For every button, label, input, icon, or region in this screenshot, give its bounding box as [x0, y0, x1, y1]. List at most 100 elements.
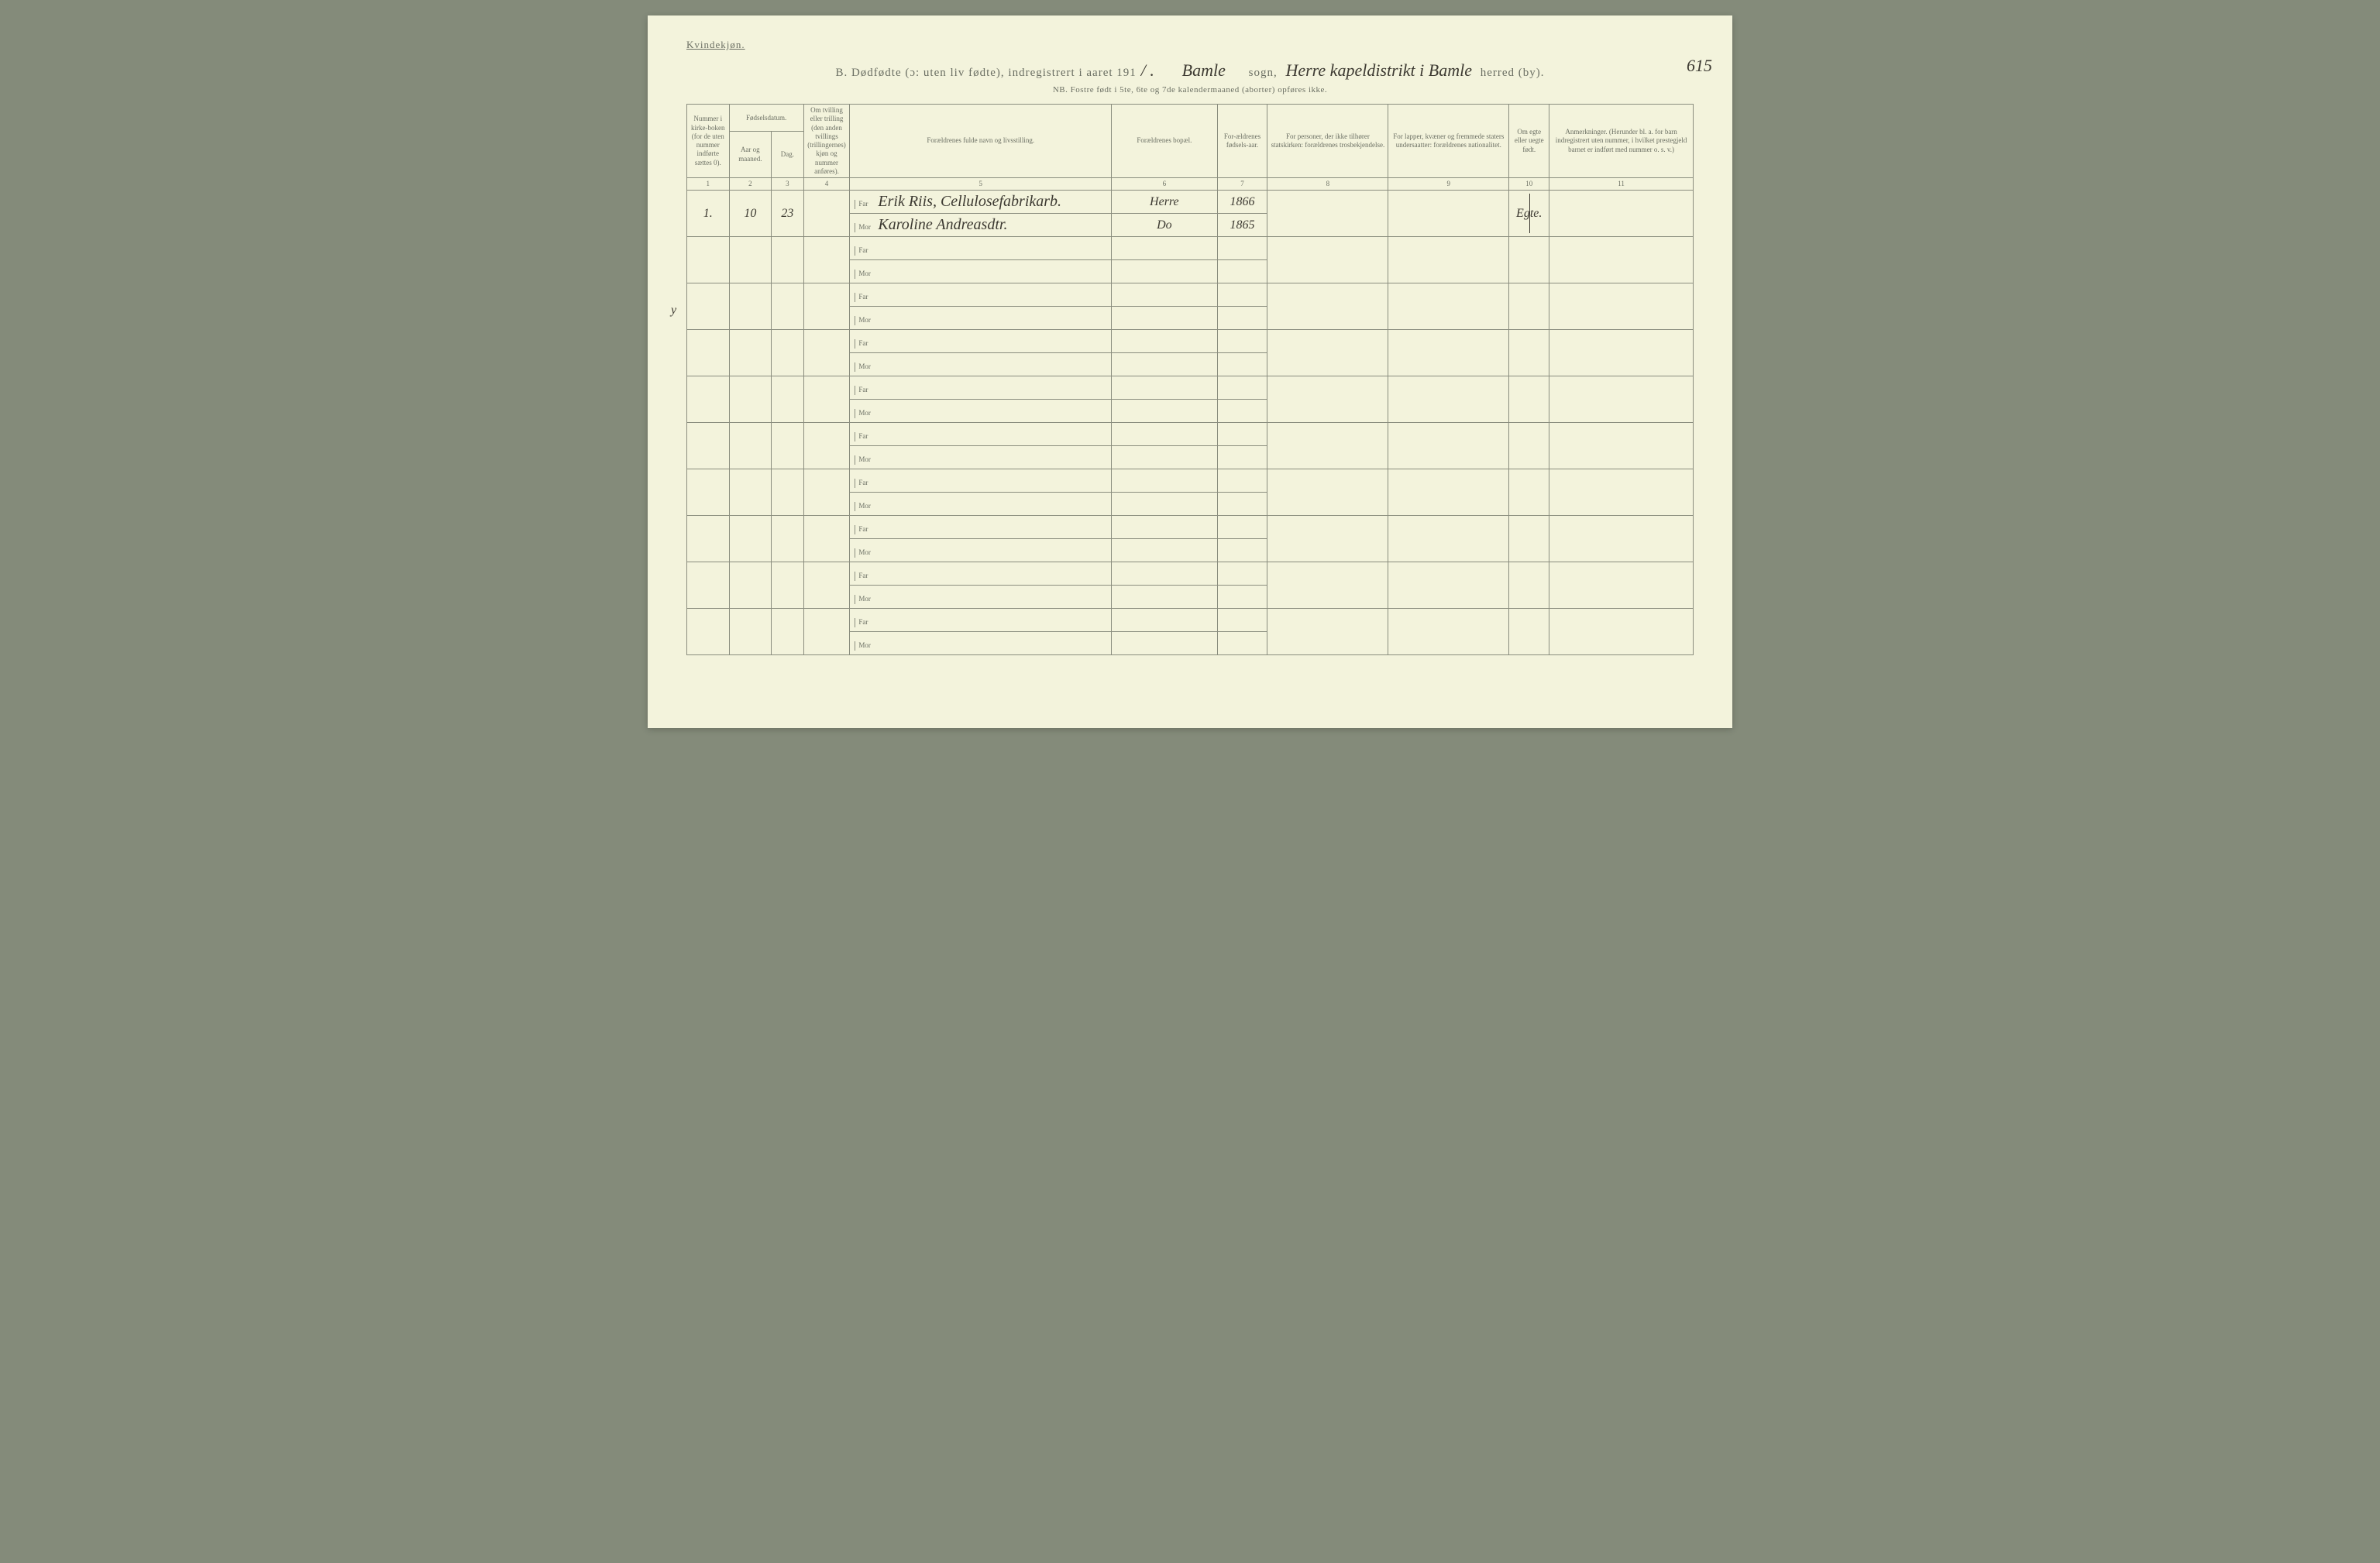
- cell: [1112, 539, 1217, 562]
- table-row: 1.1023FarErik Riis, Cellulosefabrikarb.H…: [687, 191, 1694, 214]
- cell: 10: [729, 191, 772, 237]
- col-header: Fødselsdatum.: [729, 105, 803, 132]
- cell: [687, 562, 730, 609]
- cell: [1112, 307, 1217, 330]
- cell: [803, 191, 850, 237]
- cell: [803, 469, 850, 516]
- cell: [1549, 609, 1694, 655]
- register-page: Kvindekjøn. B. Dødfødte (ɔ: uten liv fød…: [648, 15, 1732, 728]
- cell: [772, 516, 804, 562]
- parent-label: Far: [855, 572, 875, 580]
- cell: [772, 423, 804, 469]
- col-num: 9: [1388, 178, 1509, 191]
- column-number-row: 1 2 3 4 5 6 7 8 9 10 11: [687, 178, 1694, 191]
- cell: [1112, 562, 1217, 586]
- cell: [729, 423, 772, 469]
- parent-label: Mor: [855, 270, 875, 278]
- cell: [729, 376, 772, 423]
- cell: [1267, 330, 1388, 376]
- cell: [1217, 330, 1267, 353]
- cell: [1549, 330, 1694, 376]
- parent-name: Karoline Andreasdtr.: [878, 216, 1007, 233]
- parent-cell: Mor: [850, 446, 1112, 469]
- cell: [803, 423, 850, 469]
- cell: [1217, 469, 1267, 493]
- cell: [1267, 237, 1388, 283]
- gender-heading: Kvindekjøn.: [686, 39, 1694, 51]
- col-header: For lapper, kvæner og fremmede staters u…: [1388, 105, 1509, 178]
- cell: [1509, 562, 1549, 609]
- cell: [1388, 562, 1509, 609]
- cell: [803, 283, 850, 330]
- cell: [1217, 446, 1267, 469]
- col-header: Aar og maaned.: [729, 132, 772, 178]
- table-row: Far: [687, 283, 1694, 307]
- cell: Egte.: [1509, 191, 1549, 237]
- cell: [1388, 237, 1509, 283]
- parent-name: Erik Riis, Cellulosefabrikarb.: [878, 193, 1061, 210]
- parent-cell: Far: [850, 283, 1112, 307]
- cell: [729, 283, 772, 330]
- cell: [1217, 283, 1267, 307]
- col-num: 8: [1267, 178, 1388, 191]
- cell: Herre: [1112, 191, 1217, 214]
- cell: [687, 609, 730, 655]
- cell: [1112, 493, 1217, 516]
- cell: [729, 516, 772, 562]
- cell: [1112, 632, 1217, 655]
- col-header: Nummer i kirke-boken (for de uten nummer…: [687, 105, 730, 178]
- cell: [803, 609, 850, 655]
- cell: [1112, 330, 1217, 353]
- cell: [1112, 516, 1217, 539]
- parent-label: Mor: [855, 362, 875, 371]
- cell: [1112, 469, 1217, 493]
- cell: [1267, 376, 1388, 423]
- cell: [729, 562, 772, 609]
- cell: [1217, 307, 1267, 330]
- parent-label: Mor: [855, 223, 875, 232]
- parent-cell: Far: [850, 330, 1112, 353]
- cell: [1267, 609, 1388, 655]
- col-header: Om tvilling eller trilling (den anden tv…: [803, 105, 850, 178]
- parent-cell: Mor: [850, 493, 1112, 516]
- table-row: Far: [687, 562, 1694, 586]
- table-head: Nummer i kirke-boken (for de uten nummer…: [687, 105, 1694, 191]
- cell: [1267, 423, 1388, 469]
- cell: [1549, 376, 1694, 423]
- cell: [729, 330, 772, 376]
- col-num: 11: [1549, 178, 1694, 191]
- cell: 1.: [687, 191, 730, 237]
- col-header: Dag.: [772, 132, 804, 178]
- cell: [1112, 609, 1217, 632]
- table-body: 1.1023FarErik Riis, Cellulosefabrikarb.H…: [687, 191, 1694, 655]
- parent-cell: Mor: [850, 539, 1112, 562]
- page-number-hand: 615: [1682, 56, 1717, 76]
- table-row: Far: [687, 330, 1694, 353]
- col-header: Forældrenes fulde navn og livsstilling.: [850, 105, 1112, 178]
- cell: [803, 516, 850, 562]
- col-header: Om egte eller uegte født.: [1509, 105, 1549, 178]
- cell: 1865: [1217, 214, 1267, 237]
- cell: [687, 283, 730, 330]
- cell: [1549, 237, 1694, 283]
- cell: [803, 376, 850, 423]
- cell: [803, 237, 850, 283]
- cell: [1509, 423, 1549, 469]
- parent-label: Far: [855, 200, 875, 208]
- parent-label: Far: [855, 618, 875, 627]
- cell: [1112, 260, 1217, 283]
- col-num: 2: [729, 178, 772, 191]
- cell: [1217, 237, 1267, 260]
- cell: [1549, 191, 1694, 237]
- cell: [1549, 469, 1694, 516]
- cell: [1112, 353, 1217, 376]
- parent-cell: Far: [850, 516, 1112, 539]
- register-table: Nummer i kirke-boken (for de uten nummer…: [686, 104, 1694, 655]
- cell: [1549, 516, 1694, 562]
- cell: [1217, 260, 1267, 283]
- parent-cell: Mor: [850, 353, 1112, 376]
- col-num: 7: [1217, 178, 1267, 191]
- cell: [1388, 609, 1509, 655]
- cell: [1267, 469, 1388, 516]
- parent-label: Far: [855, 293, 875, 301]
